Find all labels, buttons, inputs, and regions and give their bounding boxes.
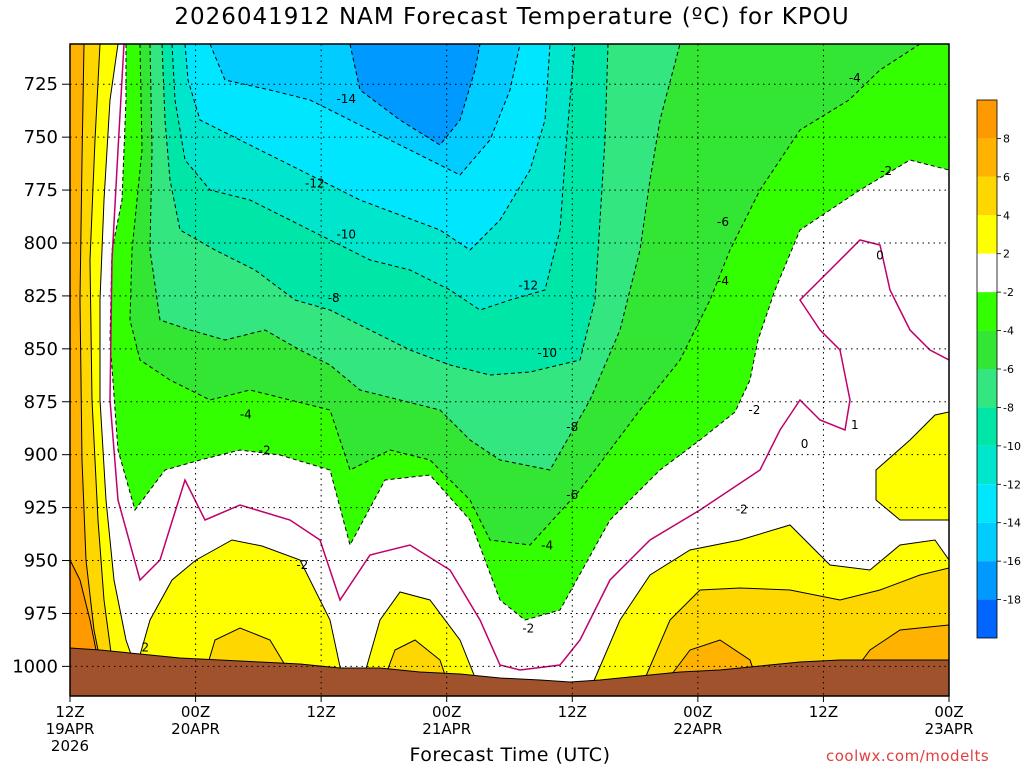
x-tick-label: 21APR bbox=[422, 720, 471, 738]
colorbar-label: -12 bbox=[1003, 478, 1021, 491]
freezing-line bbox=[109, 44, 949, 671]
contour-label: -4 bbox=[240, 407, 252, 421]
contour-label: 0 bbox=[876, 249, 884, 263]
colorbar-label: -18 bbox=[1003, 594, 1021, 607]
colorbar-label: -4 bbox=[1003, 325, 1014, 338]
colorbar-label: -14 bbox=[1003, 517, 1021, 530]
colorbar-label: 4 bbox=[1003, 209, 1010, 222]
contour-label: -10 bbox=[336, 228, 356, 242]
colorbar-label: -16 bbox=[1003, 555, 1021, 568]
y-tick-label: 1000 bbox=[12, 656, 58, 677]
colorbar-swatch bbox=[977, 484, 997, 523]
contour-labels: -14 -12 -10 -8 -4 -2 -2 2 -12 -10 -8 -6 -4 -2 -6 -4 -2 -2… bbox=[142, 71, 893, 654]
contour-label: -12 bbox=[519, 278, 539, 292]
contour-label: 0 bbox=[801, 437, 809, 451]
colorbar-swatch bbox=[977, 445, 997, 485]
y-tick-label: 900 bbox=[24, 445, 58, 466]
contour-label: -6 bbox=[717, 215, 729, 229]
contour-label: -12 bbox=[305, 177, 325, 191]
y-tick-label: 800 bbox=[24, 233, 58, 254]
chart-title: 2026041912 NAM Forecast Temperature (ºC)… bbox=[174, 4, 850, 30]
y-tick-label: 975 bbox=[24, 603, 58, 624]
colorbar-label: 6 bbox=[1003, 171, 1010, 184]
contour-label: -2 bbox=[259, 443, 271, 457]
y-tick-label: 950 bbox=[24, 551, 58, 572]
plot-frame bbox=[69, 43, 950, 697]
x-tick-label: 12Z bbox=[558, 703, 587, 721]
y-tick-label: 775 bbox=[24, 180, 58, 201]
colorbar-label: -6 bbox=[1003, 363, 1014, 376]
contour-label: -4 bbox=[849, 71, 861, 85]
y-tick-label: 825 bbox=[24, 286, 58, 307]
contour-label: -6 bbox=[566, 488, 578, 502]
x-tick-label: 20APR bbox=[171, 720, 220, 738]
colorbar-swatch bbox=[977, 100, 997, 139]
y-tick-label: 875 bbox=[24, 392, 58, 413]
colorbar-swatch bbox=[977, 330, 997, 369]
colorbar-swatch bbox=[977, 138, 997, 177]
y-tick-label: 750 bbox=[24, 127, 58, 148]
contour-label: 2 bbox=[142, 640, 150, 654]
contour-label: -2 bbox=[736, 503, 748, 517]
colorbar-swatch bbox=[977, 176, 997, 216]
contour-label: 1 bbox=[851, 418, 859, 432]
y-tick-label: 850 bbox=[24, 339, 58, 360]
x-tick-label: 23APR bbox=[925, 720, 974, 738]
band-minus16-to-minus18 bbox=[349, 44, 481, 146]
x-tick-label: 00Z bbox=[432, 703, 461, 721]
colorbar-swatch bbox=[977, 561, 997, 600]
contour-label: -2 bbox=[880, 164, 892, 178]
x-tick-label: 00Z bbox=[934, 703, 963, 721]
contour-label: -2 bbox=[748, 403, 760, 417]
x-tick-label: 12Z bbox=[306, 703, 335, 721]
colorbar: 8 6 4 2 -2 -4 -6 -8 -10 -12 -14 -16 -18 bbox=[976, 99, 1021, 639]
colorbar-swatch bbox=[977, 253, 997, 293]
x-tick-label: 00Z bbox=[683, 703, 712, 721]
contour-label: -10 bbox=[537, 346, 557, 360]
colorbar-swatch bbox=[977, 599, 997, 638]
colorbar-swatch bbox=[977, 369, 997, 408]
source-credit: coolwx.com/modelts bbox=[826, 747, 990, 765]
colorbar-swatch bbox=[977, 292, 997, 331]
terrain bbox=[70, 647, 949, 696]
colorbar-swatch bbox=[977, 215, 997, 254]
contour-label: -2 bbox=[522, 621, 534, 635]
x-tick-label: 00Z bbox=[181, 703, 210, 721]
y-tick-label: 925 bbox=[24, 498, 58, 519]
colorbar-label: 8 bbox=[1003, 132, 1010, 145]
contour-label: -8 bbox=[328, 291, 340, 305]
colorbar-swatch bbox=[977, 522, 997, 562]
colorbar-swatch bbox=[977, 407, 997, 446]
x-tick-label: 19APR bbox=[46, 720, 95, 738]
colorbar-label: 2 bbox=[1003, 248, 1010, 261]
y-tick-label: 725 bbox=[24, 74, 58, 95]
colorbar-label: -8 bbox=[1003, 401, 1014, 414]
plot-area bbox=[70, 44, 949, 696]
contour-label: -2 bbox=[296, 558, 308, 572]
band-8-plus bbox=[70, 559, 97, 659]
x-tick-label: 12Z bbox=[55, 703, 84, 721]
grid-lines bbox=[69, 44, 950, 696]
x-tick-label: 22APR bbox=[673, 720, 722, 738]
band-4-to-6 bbox=[70, 44, 949, 696]
colorbar-label: -10 bbox=[1003, 440, 1021, 453]
colorbar-label: -2 bbox=[1003, 286, 1014, 299]
x-tick-label: 12Z bbox=[809, 703, 838, 721]
contour-label: -14 bbox=[336, 92, 356, 106]
contour-label: -8 bbox=[566, 420, 578, 434]
x-axis-title: Forecast Time (UTC) bbox=[409, 744, 611, 766]
y-axis: 725 750 775 800 825 850 875 900 925 950 975 1000 bbox=[12, 74, 70, 677]
contour-label: -4 bbox=[717, 274, 729, 288]
contour-label: -4 bbox=[541, 539, 553, 553]
x-tick-label: 2026 bbox=[51, 737, 89, 755]
